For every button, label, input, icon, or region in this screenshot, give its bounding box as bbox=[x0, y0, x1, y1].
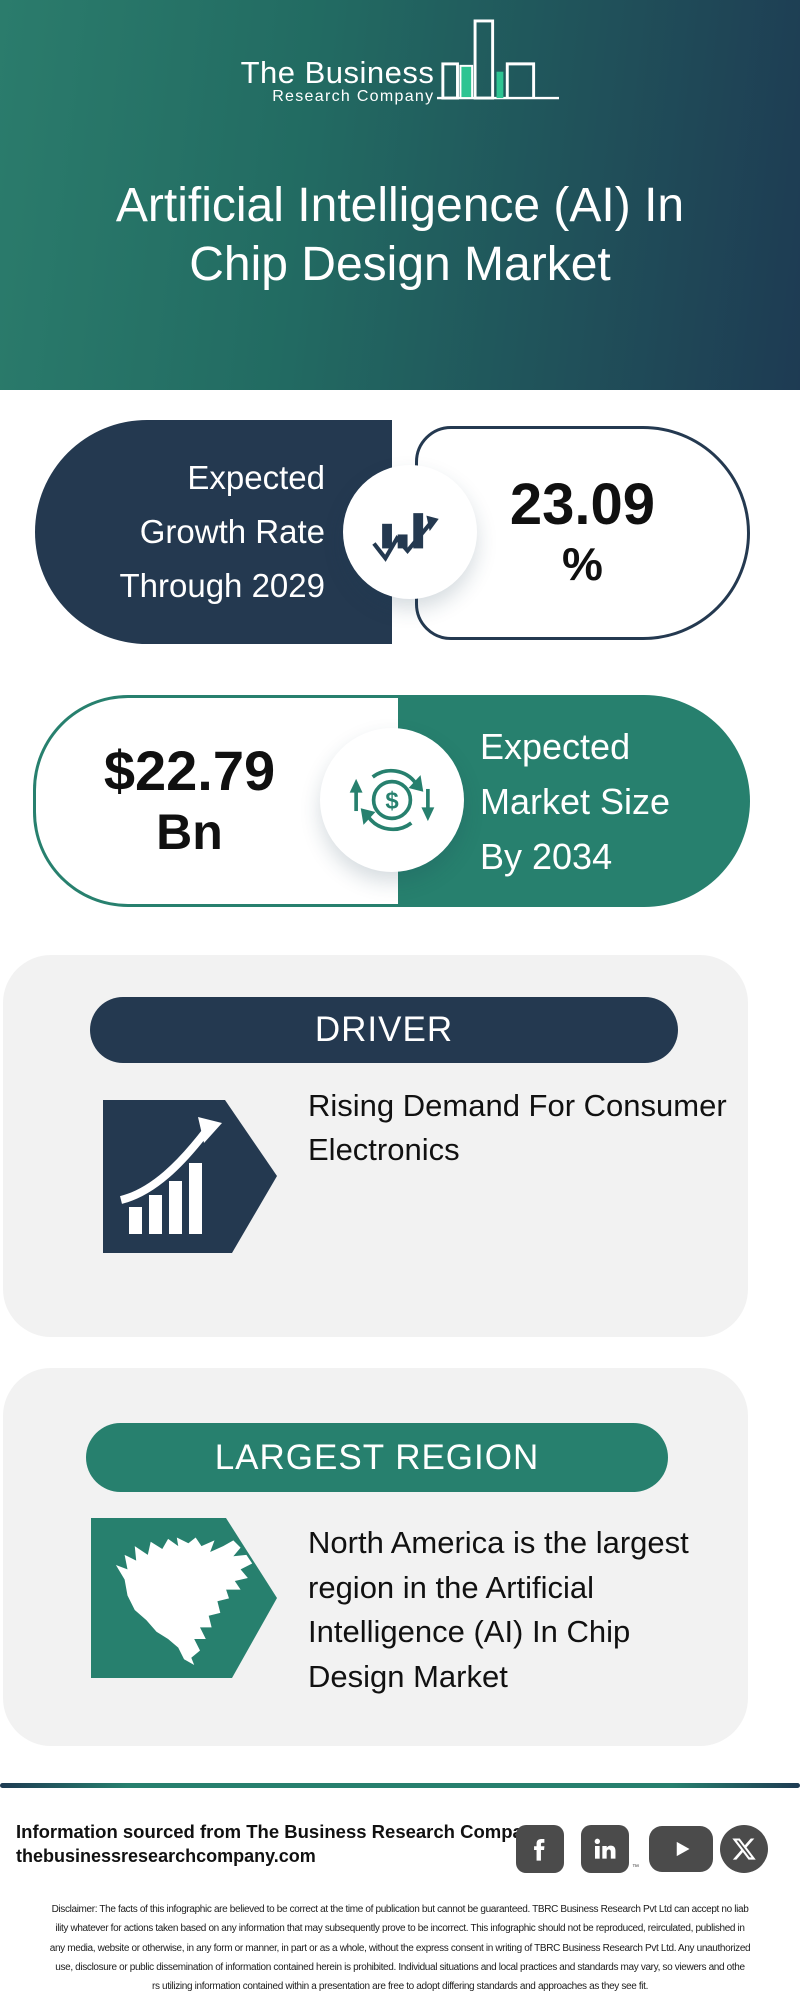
page-title: Artificial Intelligence (AI) In Chip Des… bbox=[0, 176, 800, 294]
market-size-label-line3: By 2034 bbox=[480, 835, 613, 877]
x-twitter-icon[interactable] bbox=[720, 1825, 768, 1873]
disclaimer-line5: rs utilizing information contained withi… bbox=[151, 1981, 649, 1993]
driver-header-pill: DRIVER bbox=[90, 997, 678, 1063]
north-america-map-icon bbox=[91, 1518, 277, 1683]
brand-logo-text: The Business Research Company bbox=[240, 54, 435, 106]
driver-text-line2: Electronics bbox=[308, 1132, 460, 1167]
growth-rate-label-line1: Expected bbox=[187, 459, 325, 496]
market-size-value: $22.79 bbox=[103, 739, 276, 802]
page-title-line1: Artificial Intelligence (AI) In bbox=[115, 179, 685, 232]
social-icons: ™ bbox=[516, 1825, 768, 1873]
growth-rate-unit: % bbox=[562, 538, 603, 590]
brand-logo: The Business Research Company bbox=[0, 18, 800, 106]
footer-divider bbox=[0, 1783, 800, 1788]
logo-bars-icon bbox=[437, 18, 560, 106]
page-title-line2: Chip Design Market bbox=[189, 238, 611, 291]
disclaimer-line1: Disclaimer: The facts of this infographi… bbox=[51, 1904, 749, 1915]
currency-exchange-icon: $ bbox=[320, 728, 464, 872]
region-text-line4: Design Market bbox=[308, 1658, 508, 1694]
largest-region-header-pill: LARGEST REGION bbox=[86, 1423, 668, 1492]
driver-header-label: DRIVER bbox=[314, 1010, 454, 1049]
market-size-value-pill: $22.79 Bn bbox=[33, 695, 398, 907]
market-size-label-line1: Expected bbox=[480, 725, 631, 767]
largest-region-header-label: LARGEST REGION bbox=[214, 1437, 540, 1477]
growth-rate-label: Expected Growth Rate Through 2029 bbox=[35, 420, 392, 644]
brand-name: The Business bbox=[240, 54, 435, 90]
region-text-line1: North America is the largest bbox=[308, 1525, 689, 1560]
facebook-icon[interactable] bbox=[516, 1825, 564, 1873]
market-size-unit: Bn bbox=[156, 804, 223, 860]
source-url: thebusinessresearchcompany.com bbox=[16, 1846, 316, 1866]
source-info: Information sourced from The Business Re… bbox=[16, 1820, 544, 1868]
linkedin-trademark: ™ bbox=[632, 1864, 639, 1871]
growth-rate-label-line3: Through 2029 bbox=[119, 567, 326, 604]
market-size-label: Expected Market Size By 2034 bbox=[398, 695, 750, 907]
youtube-icon[interactable] bbox=[649, 1826, 713, 1872]
region-text-line2: region in the Artificial bbox=[308, 1569, 595, 1605]
growth-rate-value: 23.09 bbox=[509, 472, 656, 537]
linkedin-icon[interactable] bbox=[581, 1825, 629, 1873]
growth-bars-arrow-icon bbox=[103, 1100, 277, 1258]
growth-chart-icon bbox=[343, 465, 477, 599]
hero-banner: The Business Research Company Artificial… bbox=[0, 0, 800, 390]
market-size-label-line2: Market Size bbox=[480, 780, 671, 822]
disclaimer: Disclaimer: The facts of this infographi… bbox=[10, 1900, 790, 1996]
driver-text: Rising Demand For Consumer Electronics bbox=[308, 1084, 727, 1172]
growth-rate-label-line2: Growth Rate bbox=[139, 513, 325, 550]
disclaimer-line3: any media, website or otherwise, in any … bbox=[49, 1942, 751, 1954]
source-line1: Information sourced from The Business Re… bbox=[16, 1821, 545, 1842]
disclaimer-line4: use, disclosure or public dissemination … bbox=[55, 1961, 745, 1973]
svg-text:$: $ bbox=[385, 787, 398, 814]
largest-region-text: North America is the largest region in t… bbox=[308, 1521, 689, 1699]
disclaimer-line2: ility whatever for actions taken based o… bbox=[55, 1923, 745, 1935]
region-text-line3: Intelligence (AI) In Chip bbox=[308, 1614, 631, 1649]
brand-subname: Research Company bbox=[272, 88, 435, 106]
driver-text-line1: Rising Demand For Consumer bbox=[308, 1088, 727, 1123]
